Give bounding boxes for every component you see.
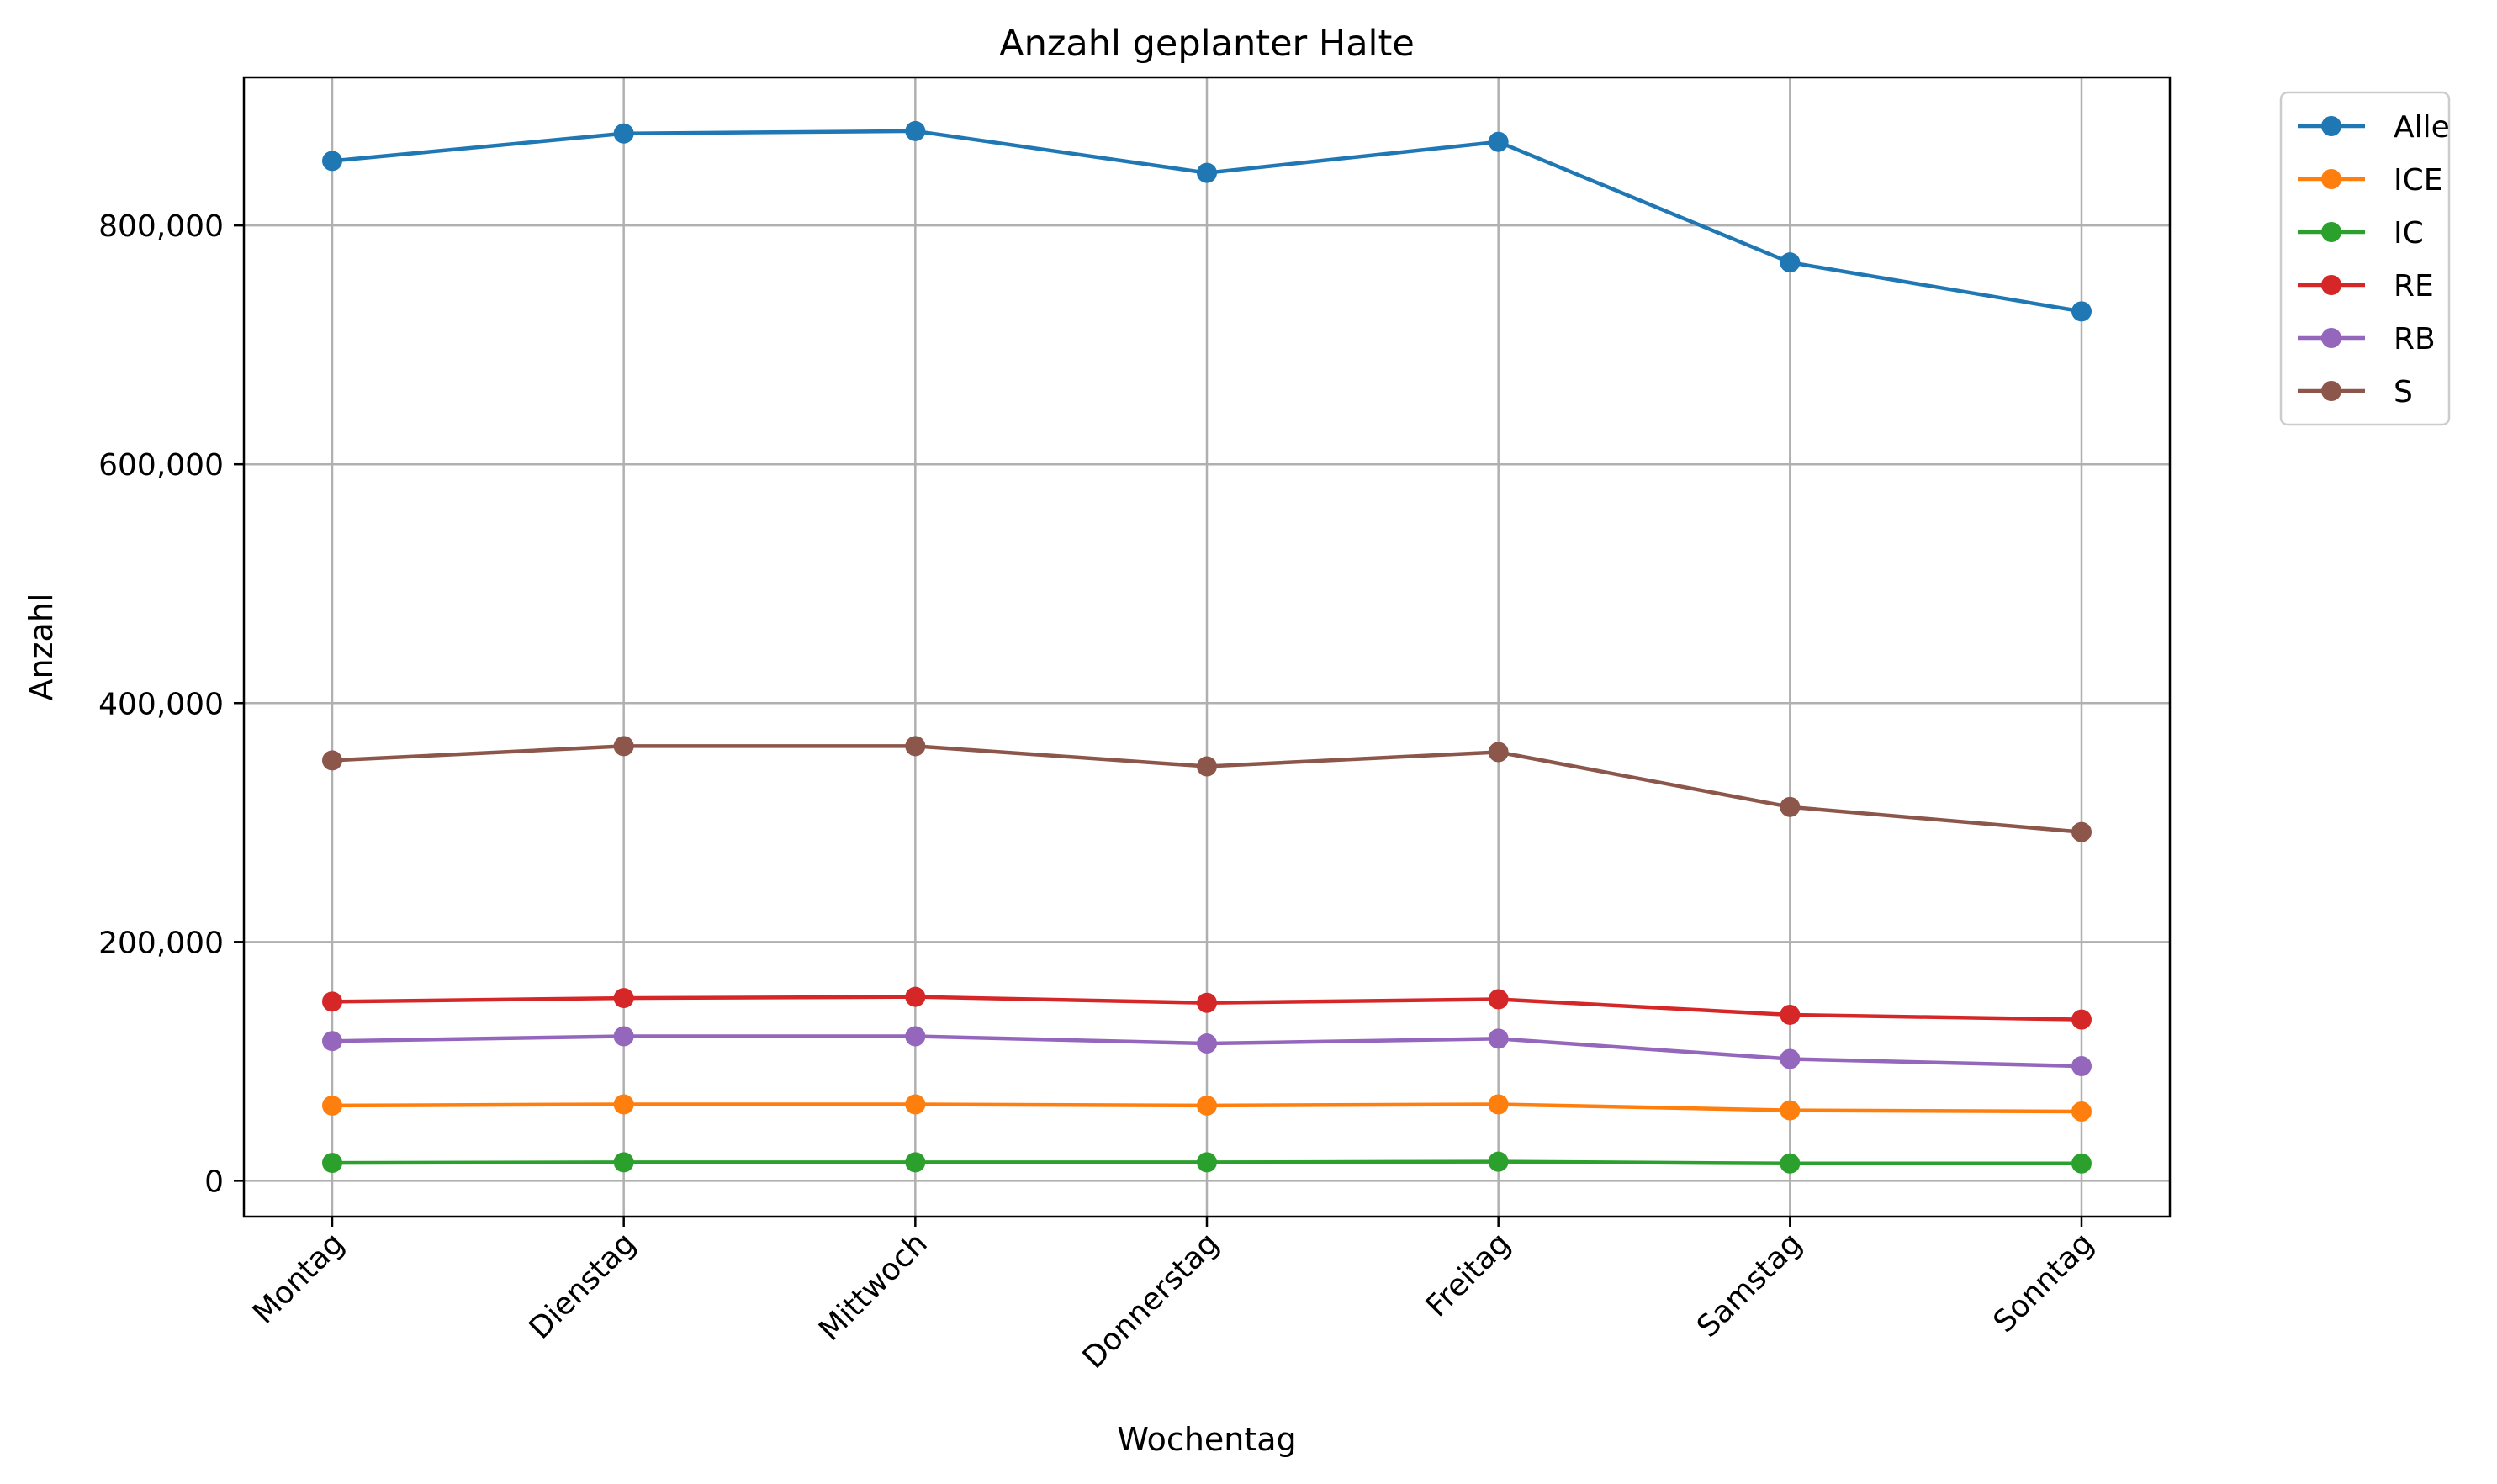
data-point-s	[1197, 756, 1217, 777]
data-point-ice	[322, 1095, 342, 1116]
legend-item-alle: Alle	[2298, 110, 2450, 145]
series-group	[322, 120, 2092, 1174]
data-point-alle	[613, 123, 634, 144]
legend-swatch-marker	[2321, 275, 2341, 295]
legend-label: IC	[2394, 216, 2424, 251]
data-point-ic	[322, 1153, 342, 1174]
legend: Alle ICE IC RE RB S	[2279, 91, 2451, 426]
series-rb	[322, 1026, 2092, 1077]
legend-item-rb: RB	[2298, 322, 2436, 356]
data-point-s	[905, 736, 926, 757]
data-point-re	[322, 991, 342, 1012]
data-point-ice	[1780, 1100, 1801, 1121]
legend-swatch-marker	[2321, 381, 2341, 401]
data-point-ic	[905, 1152, 926, 1173]
data-point-ice	[613, 1094, 634, 1115]
data-point-alle	[1488, 131, 1509, 152]
data-point-re	[613, 988, 634, 1009]
legend-label: Alle	[2394, 110, 2450, 145]
y-tick-label: 400,000	[98, 687, 224, 721]
data-point-rb	[905, 1026, 926, 1047]
data-point-ic	[1197, 1152, 1217, 1173]
data-point-ice	[1197, 1095, 1217, 1116]
y-tick-label: 0	[204, 1164, 224, 1199]
legend-label: RB	[2394, 322, 2436, 356]
data-point-ic	[2071, 1153, 2092, 1174]
data-point-rb	[1780, 1048, 1801, 1069]
legend-swatch-marker	[2321, 222, 2341, 242]
legend-swatch-marker	[2321, 328, 2341, 348]
chart-title: Anzahl geplanter Halte	[999, 23, 1415, 65]
y-axis-title: Anzahl	[23, 594, 60, 701]
data-point-ice	[905, 1094, 926, 1115]
data-point-alle	[2071, 301, 2092, 322]
data-point-rb	[613, 1026, 634, 1047]
data-point-ic	[1780, 1153, 1801, 1174]
data-point-s	[613, 736, 634, 757]
series-ic	[322, 1151, 2092, 1174]
series-alle	[322, 120, 2092, 322]
legend-item-re: RE	[2298, 269, 2434, 304]
data-point-ice	[1488, 1094, 1509, 1115]
y-tick-label: 800,000	[98, 209, 224, 244]
data-point-ice	[2071, 1101, 2092, 1122]
data-point-alle	[322, 151, 342, 172]
data-point-rb	[1197, 1033, 1217, 1054]
data-point-ic	[1488, 1151, 1509, 1172]
data-point-re	[1488, 989, 1509, 1010]
y-tick-label: 600,000	[98, 448, 224, 483]
data-point-s	[322, 750, 342, 771]
data-point-rb	[322, 1031, 342, 1052]
data-point-re	[905, 986, 926, 1007]
data-point-s	[1780, 796, 1801, 817]
data-point-alle	[1197, 162, 1217, 183]
data-point-s	[2071, 821, 2092, 842]
data-point-re	[1780, 1004, 1801, 1025]
data-point-re	[1197, 992, 1217, 1013]
series-ice	[322, 1094, 2092, 1122]
legend-swatch-marker	[2321, 169, 2341, 189]
data-point-rb	[1488, 1028, 1509, 1049]
data-point-alle	[905, 120, 926, 141]
legend-item-ic: IC	[2298, 216, 2424, 251]
legend-swatch-marker	[2321, 116, 2341, 136]
y-tick-label: 200,000	[98, 926, 224, 960]
series-re	[322, 986, 2092, 1030]
legend-item-s: S	[2298, 375, 2413, 409]
data-point-re	[2071, 1009, 2092, 1030]
data-point-alle	[1780, 252, 1801, 273]
legend-label: S	[2394, 375, 2413, 409]
x-axis-title: Wochentag	[1117, 1421, 1296, 1458]
legend-label: ICE	[2394, 163, 2443, 198]
legend-item-ice: ICE	[2298, 163, 2443, 198]
y-axis: 0 200,000 400,000 600,000 800,000	[98, 209, 244, 1199]
series-s	[322, 736, 2092, 842]
data-point-ic	[613, 1152, 634, 1173]
legend-label: RE	[2394, 269, 2434, 304]
data-point-s	[1488, 742, 1509, 763]
data-point-rb	[2071, 1056, 2092, 1077]
